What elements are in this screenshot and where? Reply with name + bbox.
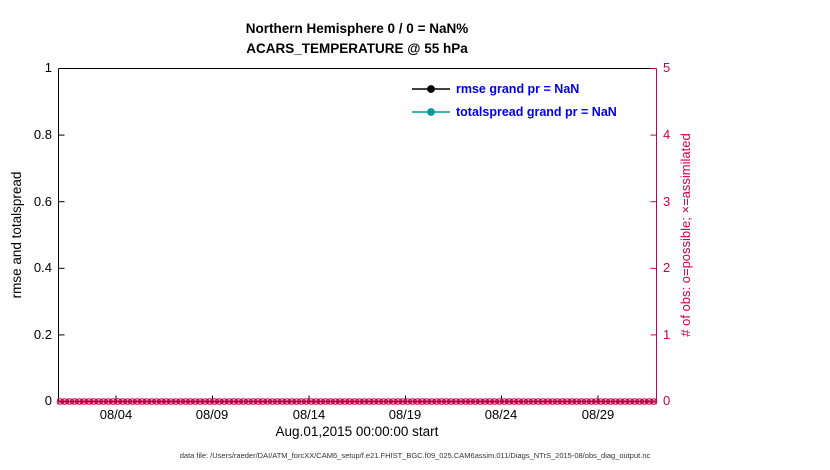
ytick-left-3: 0.6: [33, 194, 52, 209]
x-axis-label: Aug.01,2015 00:00:00 start: [275, 424, 439, 439]
xtick-0: 08/04: [99, 407, 133, 422]
xtick-5: 08/29: [581, 407, 615, 422]
ytick-right-0: 0: [663, 393, 671, 408]
chart-subtitle: ACARS_TEMPERATURE @ 55 hPa: [246, 41, 468, 56]
ytick-right-4: 4: [663, 127, 671, 142]
data-file-caption: data file: /Users/raeder/DAI/ATM_forcXX/…: [179, 451, 651, 460]
ytick-right-5: 5: [663, 60, 671, 75]
ytick-left-2: 0.4: [33, 260, 52, 275]
xtick-4: 08/24: [484, 407, 518, 422]
xtick-3: 08/19: [388, 407, 422, 422]
ytick-left-4: 0.8: [33, 127, 52, 142]
left-axis-label: rmse and totalspread: [9, 171, 24, 299]
legend-entry-totalspread: totalspread grand pr = NaN: [456, 105, 617, 119]
ytick-left-0: 0: [44, 393, 52, 408]
xtick-2: 08/14: [292, 407, 326, 422]
ytick-right-2: 2: [663, 260, 671, 275]
legend-entry-rmse: rmse grand pr = NaN: [456, 82, 580, 96]
chart-title: Northern Hemisphere 0 / 0 = NaN%: [245, 21, 469, 36]
right-axis-label: # of obs: o=possible; ×=assimilated: [678, 133, 693, 337]
xtick-1: 08/09: [195, 407, 229, 422]
ytick-right-3: 3: [663, 194, 671, 209]
ytick-left-5: 1: [44, 60, 52, 75]
ytick-left-1: 0.2: [33, 327, 52, 342]
ytick-right-1: 1: [663, 327, 671, 342]
